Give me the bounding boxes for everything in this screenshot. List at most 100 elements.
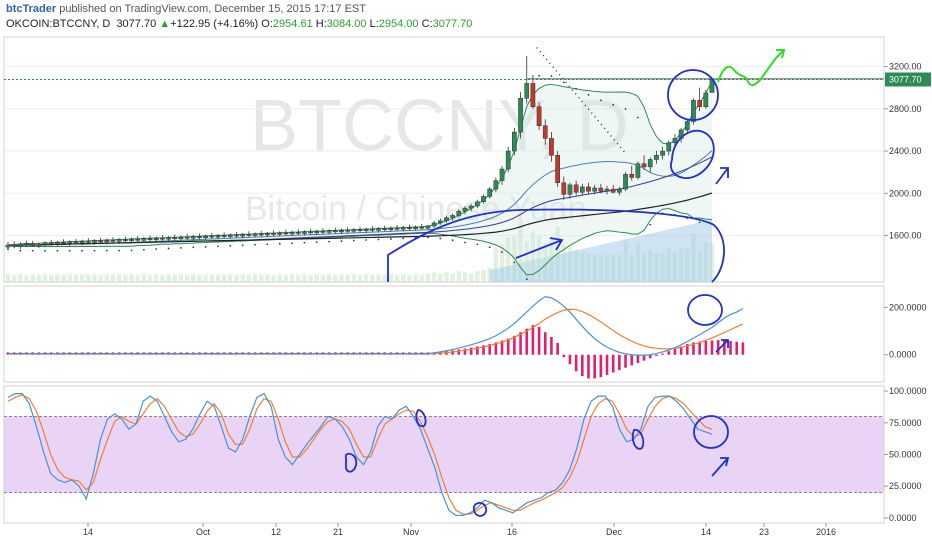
volume-bar (283, 274, 289, 282)
candle-body (332, 230, 338, 233)
macd-histogram-bar (500, 340, 504, 355)
sar-dot (303, 241, 306, 244)
candle-body (413, 226, 418, 229)
macd-histogram-bar (692, 342, 695, 355)
publisher-name[interactable]: btcTrader (6, 3, 57, 15)
candle-body (30, 243, 36, 246)
candle-body (252, 233, 258, 236)
candle-body (110, 240, 116, 242)
volume-bar (357, 274, 363, 282)
last-price: 3077.70 (116, 18, 157, 30)
time-tick-label: 2016 (816, 527, 836, 537)
annotation-circle (667, 69, 719, 121)
sar-dot (476, 243, 479, 246)
candle-body (221, 235, 227, 237)
candle-body (73, 241, 79, 244)
time-tick-label: Nov (403, 527, 420, 537)
volume-bar (49, 274, 54, 282)
macd-histogram-bar (593, 354, 596, 379)
sar-dot (513, 261, 516, 264)
candle-body (190, 236, 196, 239)
candle-body (610, 188, 616, 193)
volume-bar (160, 274, 165, 282)
candle-body (604, 188, 610, 192)
volume-bar (394, 274, 400, 282)
candle-body (542, 125, 548, 139)
volume-bar (506, 237, 511, 282)
volume-bar (86, 274, 91, 282)
sar-dot (525, 278, 528, 280)
volume-bar (123, 274, 128, 282)
volume-bar (468, 273, 474, 282)
volume-bar (530, 231, 536, 282)
candle-body (567, 184, 573, 195)
volume-bar (184, 274, 190, 282)
volume-bar (197, 274, 202, 282)
volume-bar (277, 274, 282, 282)
annotation-circle (670, 129, 715, 179)
volume-bar (555, 226, 560, 282)
volume-bar (30, 274, 35, 282)
candle-body (672, 138, 678, 143)
macd-histogram-bar (506, 338, 510, 355)
candle-body (184, 236, 190, 239)
macd-histogram-bar (457, 349, 461, 355)
volume-bar (302, 274, 307, 282)
time-tick-label: Dec (606, 527, 623, 537)
candle-body (474, 201, 480, 207)
candle-body (394, 227, 400, 230)
sar-dot (68, 249, 71, 252)
volume-bar (438, 273, 443, 282)
sar-dot (93, 249, 96, 252)
volume-bar (308, 274, 313, 282)
candle-body (326, 230, 332, 233)
macd-histogram-bar (494, 342, 498, 355)
macd-histogram-bar (661, 353, 664, 355)
volume-bar (147, 274, 153, 282)
price-tick-label: 2400.00 (889, 146, 922, 156)
volume-bar (456, 271, 462, 282)
volume-bar (36, 274, 42, 282)
candle-body (277, 232, 283, 235)
candle-body (586, 186, 591, 192)
candle-body (153, 237, 159, 241)
volume-bar (154, 274, 159, 282)
macd-histogram-bar (543, 332, 547, 355)
candle-body (370, 228, 375, 231)
sar-dot (501, 251, 503, 254)
volume-bar (450, 273, 455, 282)
candle-body (456, 210, 462, 216)
sar-dot (217, 245, 219, 248)
sar-dot (624, 108, 627, 110)
candle-body (499, 168, 505, 181)
volume-bar (166, 274, 171, 282)
annotation-circle (693, 415, 729, 449)
time-tick-label: 14 (701, 527, 711, 537)
symbol-ohlc-bar: OKCOIN:BTCCNY, D 3077.70 ▲+122.95 (+4.16… (6, 18, 472, 30)
annotation-circle (631, 428, 645, 450)
volume-bar (326, 274, 332, 282)
candle-body (351, 229, 357, 232)
candle-body (265, 233, 270, 236)
candle-body (339, 230, 344, 233)
annotation-circle (687, 294, 723, 326)
macd-histogram-bar (562, 354, 566, 358)
stoch-tick-label: 50.0000 (889, 450, 922, 460)
stoch-tick-label: 25.0000 (889, 481, 922, 491)
macd-histogram-bar (648, 354, 652, 359)
candle-body (573, 184, 579, 193)
price-tick-label: 3200.00 (889, 62, 922, 72)
current-price-label: 3077.70 (889, 74, 922, 84)
sar-dot (229, 244, 232, 247)
sar-dot (254, 243, 256, 246)
sar-dot (204, 245, 207, 248)
volume-bar (363, 274, 369, 282)
candle-body (302, 231, 307, 234)
candle-body (42, 242, 48, 245)
candle-body (654, 155, 659, 160)
symbol-label: OKCOIN:BTCCNY, D (6, 18, 111, 30)
candle-body (512, 131, 517, 152)
candle-body (481, 196, 486, 202)
volume-bar (135, 274, 140, 282)
